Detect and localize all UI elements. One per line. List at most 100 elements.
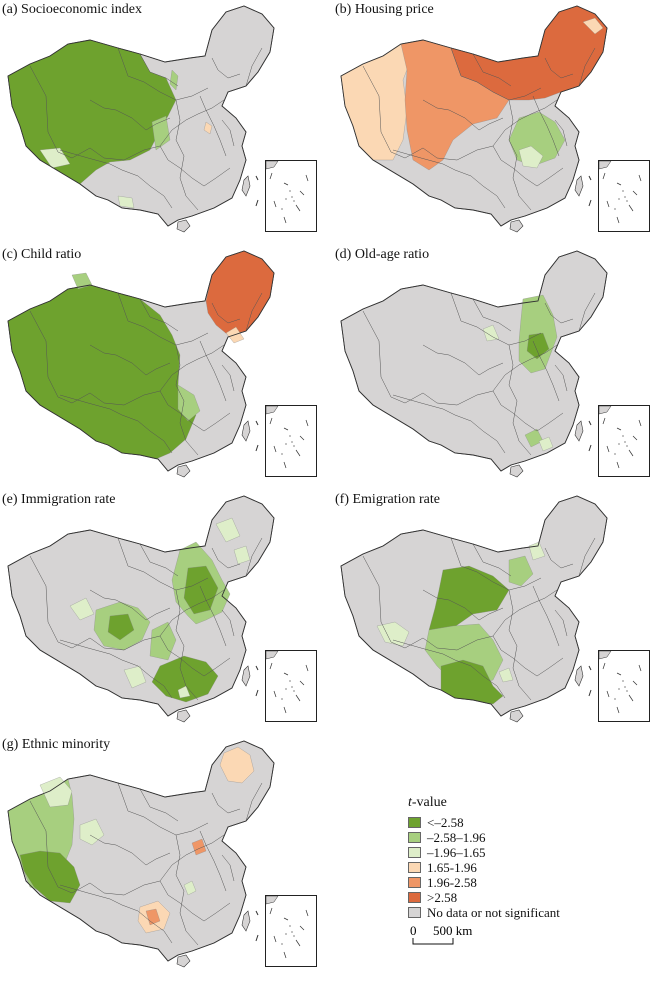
region-m196_165 <box>69 597 95 621</box>
taiwan-island <box>241 665 251 687</box>
province-boundary <box>29 555 187 651</box>
province-boundary <box>211 547 241 569</box>
nine-dash-line <box>283 706 287 714</box>
region-p165_196 <box>219 746 255 784</box>
region-m196_165 <box>117 195 135 209</box>
province-boundary <box>117 537 209 591</box>
province-boundary <box>115 109 147 131</box>
legend-item: 1.65-1.96 <box>408 860 643 875</box>
map-group <box>340 250 608 478</box>
province-boundary <box>470 420 506 454</box>
province-boundary <box>422 344 450 356</box>
nine-dash-line <box>305 909 309 917</box>
inset-map <box>598 160 642 224</box>
province-boundary <box>492 635 538 677</box>
province-boundary <box>472 298 512 332</box>
island-dot <box>291 196 293 198</box>
province-boundary <box>536 412 564 432</box>
region-m196_165 <box>518 145 544 169</box>
region-m196_165 <box>79 818 105 846</box>
taiwan-island <box>241 420 251 442</box>
nine-dash-line <box>628 204 634 212</box>
coast-dash <box>588 420 592 452</box>
nine-dash-line <box>305 664 309 672</box>
region-m196_165 <box>538 436 554 452</box>
china-map <box>7 5 275 233</box>
region-p165_196 <box>582 17 604 35</box>
inset-mainland <box>598 160 612 170</box>
taiwan-island <box>241 910 251 932</box>
inset-map <box>265 650 309 714</box>
taiwan-island <box>574 420 584 442</box>
legend-item: –2.58–1.96 <box>408 830 643 845</box>
south-china-sea-inset <box>265 895 317 967</box>
province-boundary <box>450 537 542 591</box>
legend-item: <–2.58 <box>408 815 643 830</box>
nine-dash-line <box>628 449 634 457</box>
region-m196_165 <box>123 665 147 689</box>
nine-dash-line <box>602 172 606 180</box>
nine-dash-line <box>283 461 287 469</box>
china-map <box>7 250 275 478</box>
province-boundary <box>470 175 506 209</box>
province-boundary <box>518 99 558 121</box>
nine-dash-line <box>638 664 642 672</box>
nine-dash-line <box>273 690 277 698</box>
province-boundary <box>185 834 225 856</box>
legend-item: 1.96-2.58 <box>408 875 643 890</box>
province-boundary <box>175 99 199 211</box>
coast-dash <box>255 910 259 942</box>
panel-old-age-ratio: (d) Old-age ratio <box>333 245 650 485</box>
province-boundary <box>544 302 574 324</box>
island-dot <box>285 443 287 445</box>
province-boundary <box>221 609 235 637</box>
scale-bar: 0 500 km <box>408 923 488 954</box>
province-boundary <box>203 167 231 187</box>
inset-map <box>265 160 309 224</box>
island-dot <box>618 688 620 690</box>
province-boundary <box>159 880 205 922</box>
province-boundary <box>211 792 241 814</box>
nine-dash-line <box>273 445 277 453</box>
country-outline <box>7 495 275 717</box>
inset-mainland <box>265 650 279 660</box>
nine-dash-line <box>632 680 638 686</box>
province-boundary <box>115 599 147 621</box>
island-dot <box>281 208 283 210</box>
island-dot <box>626 200 628 202</box>
island-dot <box>291 931 293 933</box>
province-boundary <box>59 639 139 667</box>
nine-dash-line <box>283 917 289 921</box>
region-m258_196 <box>177 384 201 422</box>
nine-dash-line <box>616 706 620 714</box>
province-boundary <box>478 117 504 131</box>
province-boundary <box>245 782 263 822</box>
province-boundary <box>245 537 263 577</box>
island-dot <box>285 933 287 935</box>
island-dot <box>289 435 291 437</box>
nine-dash-line <box>269 172 273 180</box>
nine-dash-line <box>269 662 273 670</box>
province-boundary <box>221 364 235 392</box>
nine-dash-line <box>299 190 305 196</box>
island-dot <box>285 688 287 690</box>
province-boundary <box>478 362 504 376</box>
province-boundary <box>578 292 596 332</box>
island-dot <box>293 445 295 447</box>
coast-dash <box>588 665 592 697</box>
legend-swatch <box>408 832 421 843</box>
province-boundary <box>137 420 173 454</box>
region-m258_196 <box>71 272 93 290</box>
nine-dash-line <box>606 445 610 453</box>
island-dot <box>626 690 628 692</box>
province-boundary <box>508 344 532 456</box>
province-boundary <box>139 53 179 87</box>
nine-dash-line <box>283 672 289 676</box>
island-dot <box>293 200 295 202</box>
inset-map <box>598 650 642 714</box>
province-boundary <box>422 589 450 601</box>
province-boundary <box>221 854 235 882</box>
province-boundary <box>508 99 532 211</box>
panel-title: (d) Old-age ratio <box>335 247 430 262</box>
legend-swatch <box>408 847 421 858</box>
